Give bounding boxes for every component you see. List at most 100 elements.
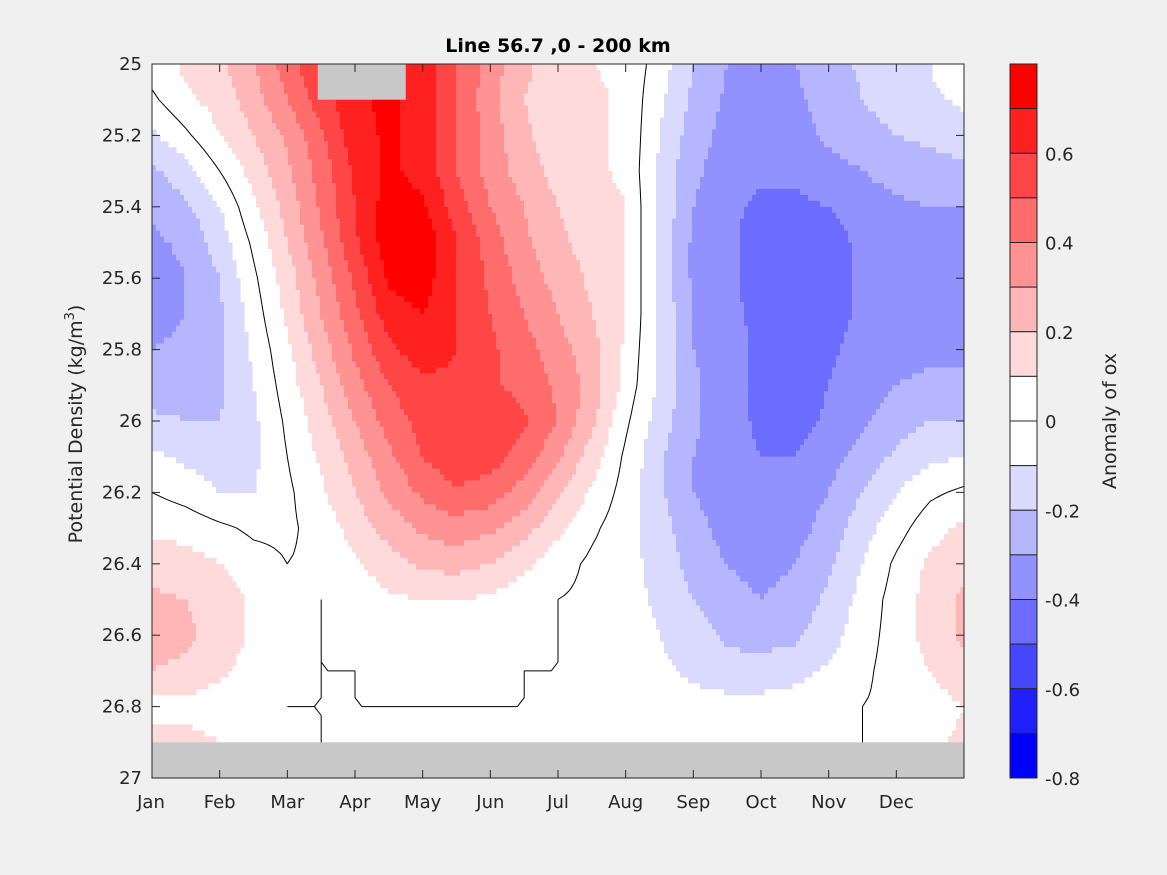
- contour-cell: [740, 230, 849, 238]
- contour-cell: [380, 361, 413, 369]
- contour-cell: [652, 611, 705, 618]
- contour-cell: [152, 302, 185, 309]
- contour-cell: [816, 516, 849, 523]
- contour-cell: [352, 409, 377, 416]
- contour-cell: [308, 147, 329, 154]
- contour-cell: [840, 462, 881, 470]
- contour-cell: [528, 319, 561, 327]
- contour-cell: [244, 111, 273, 119]
- contour-cell: [696, 194, 753, 202]
- contour-cell: [456, 248, 481, 255]
- contour-cell: [916, 617, 957, 624]
- contour-cell: [508, 254, 537, 261]
- contour-cell: [828, 492, 861, 499]
- contour-cell: [540, 153, 609, 160]
- contour-cell: [672, 409, 701, 416]
- contour-cell: [852, 64, 933, 71]
- contour-cell: [700, 183, 885, 190]
- contour-cell: [316, 290, 337, 297]
- contour-cell: [304, 397, 325, 404]
- contour-cell: [160, 230, 205, 238]
- contour-cell: [152, 426, 261, 434]
- contour-cell: [748, 403, 825, 410]
- contour-cell: [716, 629, 805, 636]
- contour-cell: [480, 69, 505, 77]
- contour-cell: [168, 659, 237, 666]
- contour-cell: [544, 171, 613, 178]
- contour-cell: [528, 421, 557, 428]
- contour-cell: [464, 540, 521, 547]
- contour-cell: [916, 605, 957, 612]
- contour-cell: [704, 159, 849, 166]
- contour-cell: [324, 325, 345, 333]
- contour-cell: [560, 206, 625, 214]
- contour-cell: [560, 313, 593, 321]
- contour-cell: [376, 200, 425, 208]
- contour-cell: [696, 438, 757, 446]
- contour-cell: [480, 153, 509, 160]
- contour-cell: [820, 593, 853, 601]
- contour-cell: [676, 379, 701, 386]
- contour-cell: [572, 349, 601, 357]
- contour-cell: [508, 153, 541, 160]
- contour-cell: [152, 641, 193, 648]
- contour-cell: [844, 528, 877, 535]
- contour-cell: [304, 325, 325, 333]
- contour-cell: [184, 194, 213, 202]
- contour-cell: [328, 403, 349, 410]
- contour-cell: [752, 426, 813, 434]
- contour-cell: [484, 278, 513, 285]
- contour-cell: [264, 159, 289, 166]
- contour-cell: [176, 593, 245, 601]
- contour-cell: [480, 534, 529, 541]
- contour-cell: [300, 212, 321, 220]
- contour-cell: [852, 444, 897, 452]
- contour-cell: [480, 75, 501, 83]
- contour-cell: [332, 272, 353, 279]
- contour-cell: [304, 81, 329, 89]
- contour-cell: [380, 177, 409, 184]
- contour-cell: [564, 331, 597, 339]
- contour-cell: [700, 432, 753, 440]
- contour-cell: [336, 426, 361, 434]
- contour-cell: [292, 105, 313, 113]
- contour-cell: [840, 540, 869, 547]
- contour-cell: [184, 296, 221, 303]
- contour-cell: [436, 141, 457, 148]
- contour-cell: [372, 349, 401, 357]
- contour-cell: [440, 177, 461, 184]
- contour-cell: [400, 105, 437, 113]
- contour-cell: [208, 105, 241, 113]
- contour-cell: [312, 159, 333, 166]
- contour-cell: [320, 379, 341, 386]
- contour-cell: [700, 367, 749, 374]
- contour-cell: [372, 343, 397, 351]
- contour-cell: [556, 403, 581, 410]
- contour-cell: [320, 117, 341, 125]
- contour-cell: [224, 319, 245, 327]
- contour-cell: [404, 171, 437, 178]
- contour-cell: [692, 75, 725, 83]
- contour-cell: [504, 64, 533, 71]
- contour-cell: [268, 230, 285, 238]
- contour-cell: [300, 218, 321, 226]
- contour-cell: [220, 296, 241, 303]
- contour-cell: [744, 206, 833, 214]
- contour-cell: [664, 474, 693, 482]
- contour-cell: [700, 682, 793, 690]
- contour-cell: [540, 355, 577, 363]
- contour-cell: [692, 236, 741, 244]
- contour-cell: [400, 165, 437, 172]
- contour-cell: [304, 319, 325, 327]
- contour-cell: [372, 403, 401, 410]
- contour-cell: [152, 147, 177, 154]
- contour-cell: [956, 635, 964, 642]
- contour-cell: [592, 307, 625, 315]
- contour-cell: [380, 171, 405, 178]
- contour-cell: [680, 670, 813, 678]
- contour-cell: [692, 212, 745, 220]
- contour-cell: [844, 337, 964, 345]
- contour-cell: [916, 599, 957, 607]
- contour-cell: [408, 557, 497, 565]
- contour-cell: [600, 367, 621, 374]
